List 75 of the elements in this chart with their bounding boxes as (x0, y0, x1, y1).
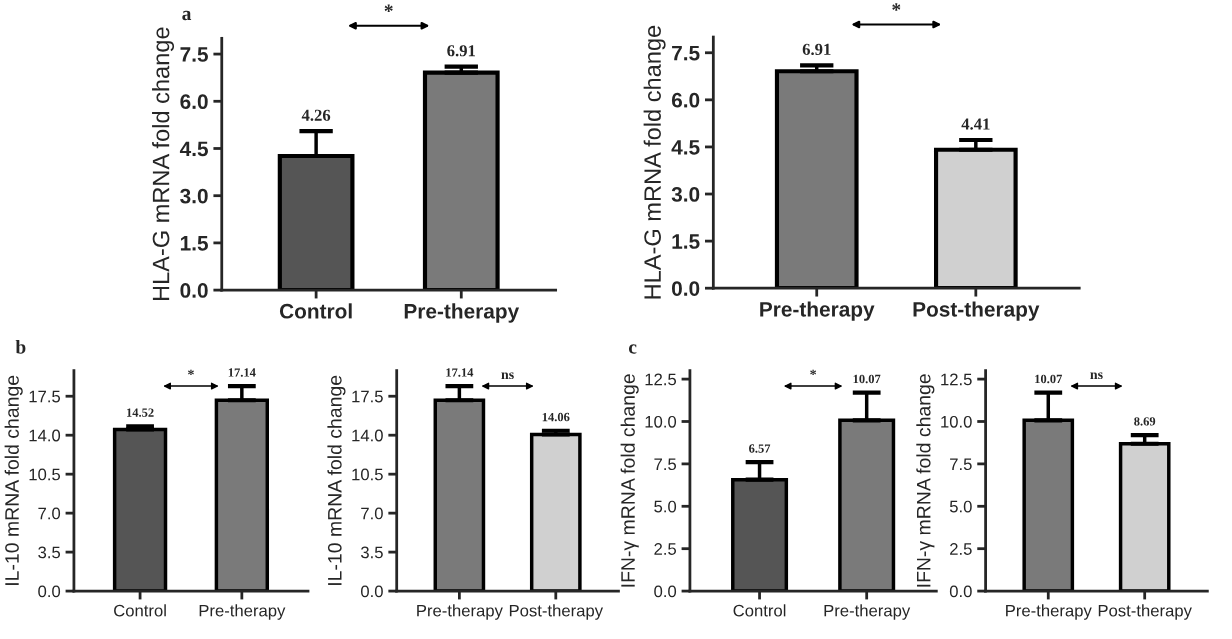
y-tick-label: 10.0 (941, 415, 972, 428)
y-tick-label: 5.0 (654, 500, 677, 513)
y-tick-label: 0.0 (38, 585, 61, 598)
y-tick-label: 0.0 (654, 585, 677, 598)
text: * (892, 3, 901, 11)
y-tick-label: 0.0 (672, 281, 700, 296)
y-tick-label: 2.5 (654, 543, 677, 555)
data-label: 10.07 (853, 374, 881, 384)
data-label: 14.52 (127, 408, 154, 417)
y-tick-label: 12.5 (941, 373, 972, 386)
y-axis-title: IL-10 mRNA fold change (327, 375, 346, 585)
x-tick-label: Pre-therapy (199, 604, 286, 620)
annotation: ns (1090, 372, 1103, 380)
data-label: 6.91 (447, 45, 475, 57)
y-tick-label: 4.5 (179, 141, 208, 157)
data-label: 17.14 (228, 368, 256, 377)
x-tick-label: Control (114, 604, 166, 617)
y-tick-label: 14.0 (29, 429, 61, 442)
text: * (384, 4, 393, 12)
data-label: 14.06 (542, 412, 570, 422)
y-tick-label: 5.0 (949, 500, 972, 513)
data-label: 17.14 (446, 368, 474, 377)
chart-title: b (15, 339, 26, 354)
y-tick-label: 2.5 (950, 543, 972, 555)
y-tick-label: 3.0 (671, 187, 700, 202)
x-tick-label: Post-therapy (509, 604, 604, 620)
x-tick-label: Post-therapy (913, 301, 1040, 321)
y-tick-label: 4.5 (671, 140, 700, 155)
y-tick-label: 10.0 (645, 415, 677, 428)
y-axis-title: IFN-γ mRNA fold change (620, 374, 639, 587)
y-axis-title: IL-10 mRNA fold change (4, 375, 23, 585)
y-tick-label: 17.5 (352, 390, 383, 403)
annotation: * (188, 369, 194, 375)
y-tick-label: 7.5 (180, 47, 208, 62)
data-label: 4.41 (961, 118, 990, 130)
y-tick-label: 6.0 (671, 92, 700, 108)
x-tick-label: Post-therapy (1098, 604, 1192, 620)
chart-title: a (182, 10, 192, 21)
y-tick-label: 1.5 (672, 234, 700, 249)
x-tick-label: Pre-therapy (760, 301, 875, 321)
y-tick-label: 3.0 (180, 188, 208, 204)
y-tick-label: 7.5 (672, 45, 700, 61)
y-tick-label: 10.5 (352, 468, 383, 481)
annotation: ns (501, 372, 514, 380)
data-label: 8.69 (1134, 417, 1156, 426)
y-tick-label: 7.0 (38, 507, 61, 520)
y-tick-label: 7.5 (950, 458, 972, 471)
annotation: * (810, 369, 817, 375)
y-tick-label: 0.0 (180, 283, 208, 298)
y-tick-label: 1.5 (180, 236, 208, 251)
y-tick-label: 3.5 (38, 546, 61, 559)
y-tick-label: 6.0 (180, 94, 208, 110)
data-label: 4.26 (301, 109, 331, 121)
y-tick-label: 12.5 (645, 373, 677, 386)
chart-title: c (628, 344, 637, 354)
x-tick-label: Pre-therapy (824, 604, 911, 620)
x-tick-label: Pre-therapy (1006, 604, 1092, 620)
x-tick-label: Control (733, 604, 786, 617)
y-tick-label: 0.0 (360, 585, 383, 598)
y-tick-label: 3.5 (360, 546, 383, 559)
y-tick-label: 0.0 (949, 585, 972, 598)
y-axis-title: HLA-G mRNA fold change (152, 27, 175, 301)
y-tick-label: 14.0 (352, 429, 383, 442)
y-axis-title: IFN-γ mRNA fold change (916, 374, 935, 587)
x-tick-label: Control (279, 303, 352, 319)
x-tick-label: Pre-therapy (417, 604, 503, 620)
x-tick-label: Pre-therapy (404, 303, 520, 323)
y-axis-title: HLA-G mRNA fold change (643, 25, 666, 299)
y-tick-label: 7.5 (654, 458, 677, 471)
data-label: 10.07 (1035, 374, 1063, 384)
data-label: 6.57 (749, 444, 771, 453)
y-tick-label: 10.5 (29, 468, 61, 481)
y-tick-label: 7.0 (361, 507, 383, 520)
data-label: 6.91 (802, 43, 831, 56)
y-tick-label: 17.5 (29, 390, 61, 403)
